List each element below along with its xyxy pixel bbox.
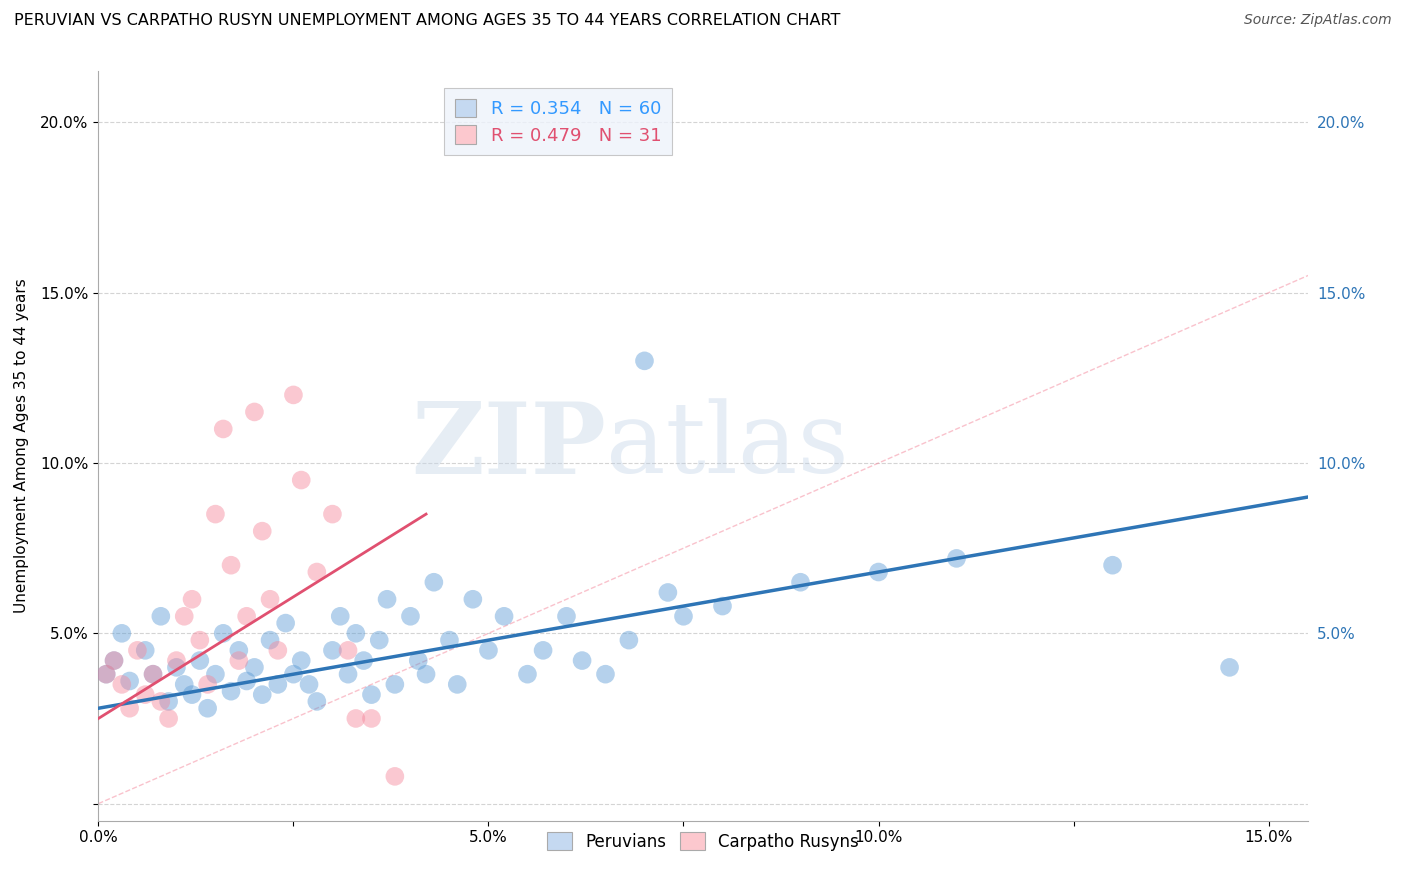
Point	[267, 643, 290, 657]
Point	[118, 701, 141, 715]
Point	[868, 565, 890, 579]
Point	[555, 609, 578, 624]
Point	[134, 688, 156, 702]
Point	[149, 609, 172, 624]
Point	[298, 677, 321, 691]
Point	[103, 654, 125, 668]
Point	[353, 654, 375, 668]
Point	[157, 694, 180, 708]
Point	[228, 654, 250, 668]
Point	[657, 585, 679, 599]
Point	[181, 688, 204, 702]
Point	[672, 609, 695, 624]
Point	[212, 422, 235, 436]
Text: PERUVIAN VS CARPATHO RUSYN UNEMPLOYMENT AMONG AGES 35 TO 44 YEARS CORRELATION CH: PERUVIAN VS CARPATHO RUSYN UNEMPLOYMENT …	[14, 13, 841, 29]
Y-axis label: Unemployment Among Ages 35 to 44 years: Unemployment Among Ages 35 to 44 years	[14, 278, 30, 614]
Point	[111, 626, 134, 640]
Point	[344, 626, 367, 640]
Point	[118, 673, 141, 688]
Point	[368, 633, 391, 648]
Point	[290, 473, 312, 487]
Text: atlas: atlas	[606, 398, 849, 494]
Point	[329, 609, 352, 624]
Point	[595, 667, 617, 681]
Point	[149, 694, 172, 708]
Point	[219, 558, 242, 573]
Point	[283, 667, 305, 681]
Point	[235, 609, 257, 624]
Point	[375, 592, 398, 607]
Legend: Peruvians, Carpatho Rusyns: Peruvians, Carpatho Rusyns	[540, 826, 866, 857]
Point	[204, 667, 226, 681]
Point	[384, 769, 406, 783]
Point	[337, 643, 360, 657]
Point	[235, 673, 257, 688]
Point	[384, 677, 406, 691]
Point	[446, 677, 468, 691]
Point	[399, 609, 422, 624]
Point	[204, 507, 226, 521]
Point	[212, 626, 235, 640]
Point	[283, 388, 305, 402]
Point	[252, 524, 274, 538]
Point	[181, 592, 204, 607]
Point	[945, 551, 967, 566]
Text: Source: ZipAtlas.com: Source: ZipAtlas.com	[1244, 13, 1392, 28]
Point	[321, 507, 343, 521]
Point	[243, 405, 266, 419]
Point	[305, 694, 328, 708]
Point	[173, 609, 195, 624]
Point	[439, 633, 461, 648]
Point	[259, 633, 281, 648]
Point	[571, 654, 593, 668]
Point	[197, 701, 219, 715]
Point	[243, 660, 266, 674]
Point	[228, 643, 250, 657]
Point	[142, 667, 165, 681]
Point	[1219, 660, 1241, 674]
Point	[127, 643, 149, 657]
Point	[321, 643, 343, 657]
Point	[337, 667, 360, 681]
Point	[423, 575, 446, 590]
Point	[197, 677, 219, 691]
Point	[267, 677, 290, 691]
Point	[360, 711, 382, 725]
Point	[789, 575, 811, 590]
Point	[134, 643, 156, 657]
Point	[494, 609, 516, 624]
Point	[290, 654, 312, 668]
Point	[252, 688, 274, 702]
Point	[173, 677, 195, 691]
Point	[165, 654, 187, 668]
Point	[142, 667, 165, 681]
Point	[1101, 558, 1123, 573]
Point	[516, 667, 538, 681]
Point	[96, 667, 118, 681]
Point	[305, 565, 328, 579]
Point	[406, 654, 429, 668]
Point	[415, 667, 437, 681]
Point	[360, 688, 382, 702]
Point	[344, 711, 367, 725]
Point	[219, 684, 242, 698]
Point	[274, 616, 297, 631]
Point	[188, 633, 211, 648]
Point	[96, 667, 118, 681]
Point	[711, 599, 734, 613]
Point	[531, 643, 554, 657]
Point	[165, 660, 187, 674]
Point	[103, 654, 125, 668]
Point	[461, 592, 484, 607]
Point	[259, 592, 281, 607]
Point	[633, 354, 655, 368]
Point	[188, 654, 211, 668]
Point	[477, 643, 499, 657]
Point	[157, 711, 180, 725]
Point	[111, 677, 134, 691]
Point	[617, 633, 640, 648]
Text: ZIP: ZIP	[412, 398, 606, 494]
